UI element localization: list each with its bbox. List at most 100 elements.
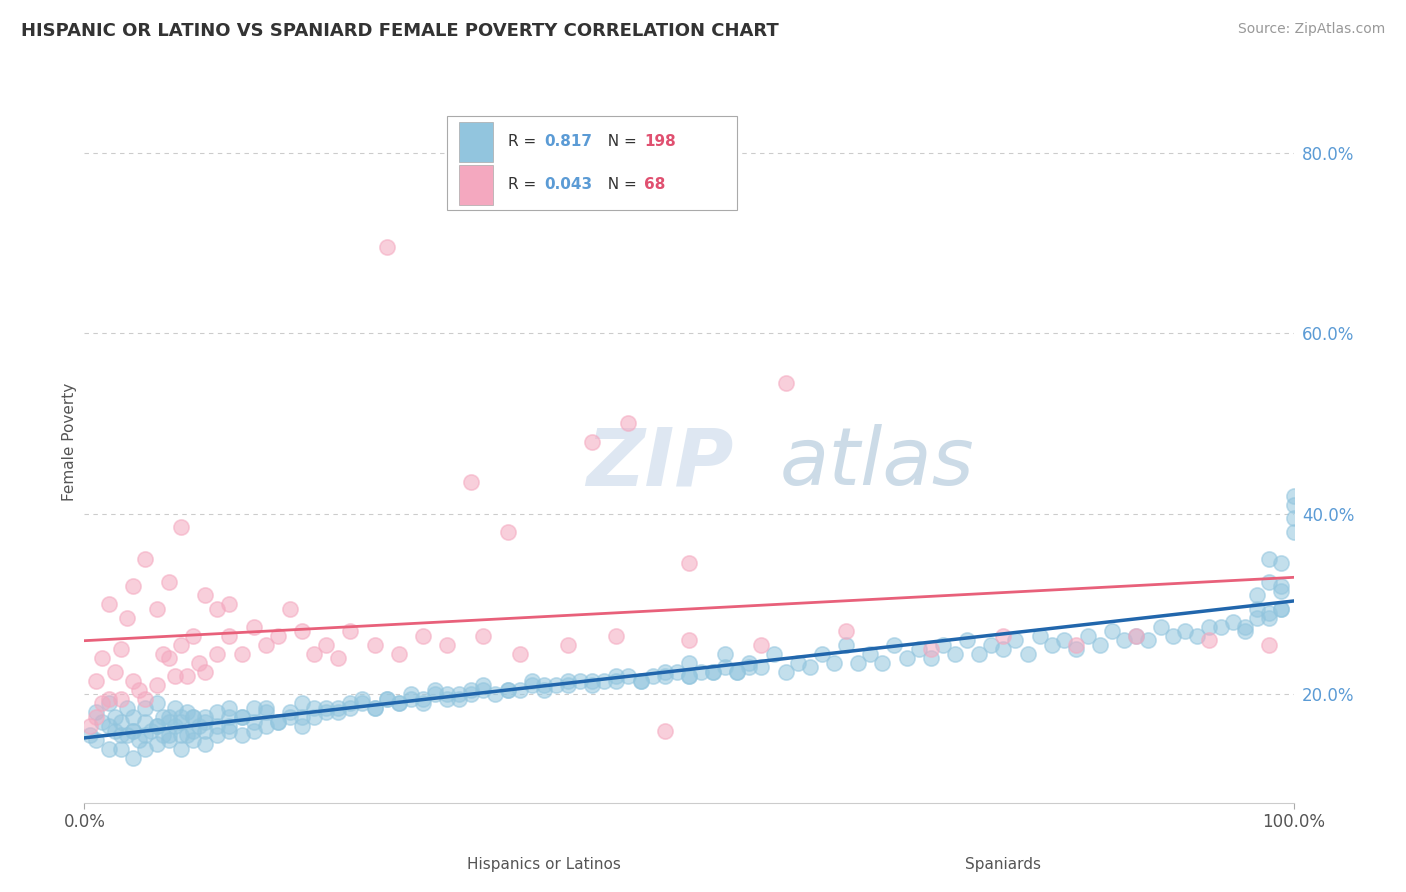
Point xyxy=(363,638,385,652)
Text: atlas: atlas xyxy=(780,425,974,502)
Point xyxy=(1222,615,1244,630)
Point xyxy=(1149,620,1171,634)
Point xyxy=(207,601,229,615)
Point xyxy=(146,678,169,692)
Point xyxy=(115,728,138,742)
Point xyxy=(231,728,253,742)
Point xyxy=(134,741,156,756)
Point xyxy=(231,647,253,661)
Point xyxy=(134,692,156,706)
Point xyxy=(520,678,543,692)
Point xyxy=(1258,610,1281,624)
Point xyxy=(181,710,204,724)
Point xyxy=(993,642,1015,657)
Point xyxy=(170,714,193,729)
Point xyxy=(121,579,143,593)
Point xyxy=(146,719,169,733)
Point xyxy=(617,669,640,683)
Point xyxy=(121,723,143,738)
Point xyxy=(702,665,724,679)
Point xyxy=(291,697,314,711)
Point xyxy=(134,552,156,566)
Point xyxy=(86,706,108,720)
Point xyxy=(605,673,627,688)
Point xyxy=(956,633,979,648)
Point xyxy=(725,665,748,679)
Point xyxy=(496,682,519,697)
Point xyxy=(291,719,314,733)
Point xyxy=(218,723,240,738)
Point xyxy=(678,669,700,683)
Point xyxy=(835,624,858,639)
Point xyxy=(1064,638,1087,652)
Text: R =: R = xyxy=(508,135,541,149)
Point xyxy=(291,624,314,639)
Point xyxy=(91,697,114,711)
Point xyxy=(97,741,120,756)
Point xyxy=(157,651,180,665)
Point xyxy=(569,673,592,688)
Point xyxy=(1258,574,1281,589)
Point xyxy=(799,660,821,674)
Point xyxy=(738,660,761,674)
Point xyxy=(605,669,627,683)
Point xyxy=(97,719,120,733)
Point xyxy=(1258,552,1281,566)
Point xyxy=(412,692,434,706)
Point xyxy=(967,647,990,661)
FancyBboxPatch shape xyxy=(858,838,880,861)
Point xyxy=(702,665,724,679)
Point xyxy=(110,714,132,729)
Point xyxy=(352,697,374,711)
Point xyxy=(1270,557,1292,571)
Point xyxy=(1258,638,1281,652)
FancyBboxPatch shape xyxy=(460,122,494,161)
Point xyxy=(231,710,253,724)
Point xyxy=(605,629,627,643)
Point xyxy=(436,687,458,701)
Point xyxy=(278,601,301,615)
Point xyxy=(896,651,918,665)
Point xyxy=(152,647,174,661)
Point xyxy=(194,714,217,729)
Point xyxy=(1246,588,1268,602)
Point xyxy=(352,692,374,706)
Point xyxy=(181,710,204,724)
Point xyxy=(533,678,555,692)
Point xyxy=(375,692,398,706)
Point xyxy=(472,678,495,692)
Point xyxy=(363,701,385,715)
Point xyxy=(218,710,240,724)
Point xyxy=(339,624,361,639)
Point xyxy=(993,629,1015,643)
Point xyxy=(859,647,882,661)
Point xyxy=(302,710,325,724)
Point xyxy=(581,673,603,688)
Point xyxy=(170,741,193,756)
Point xyxy=(207,706,229,720)
Point xyxy=(146,737,169,751)
Point xyxy=(157,714,180,729)
Point xyxy=(170,520,193,534)
Point xyxy=(97,692,120,706)
Point xyxy=(1137,633,1160,648)
Text: Spaniards: Spaniards xyxy=(966,857,1042,872)
Text: N =: N = xyxy=(599,178,643,193)
Point xyxy=(581,434,603,449)
Point xyxy=(254,638,277,652)
Point xyxy=(91,651,114,665)
Point xyxy=(388,697,411,711)
Point xyxy=(157,732,180,747)
Point xyxy=(79,728,101,742)
Point xyxy=(1040,638,1063,652)
Point xyxy=(278,706,301,720)
Point xyxy=(176,728,198,742)
Point xyxy=(134,714,156,729)
Point xyxy=(932,638,955,652)
Point xyxy=(79,719,101,733)
Point xyxy=(1174,624,1197,639)
Point xyxy=(533,682,555,697)
Point xyxy=(146,719,169,733)
Text: Hispanics or Latinos: Hispanics or Latinos xyxy=(467,857,621,872)
Text: 198: 198 xyxy=(644,135,676,149)
